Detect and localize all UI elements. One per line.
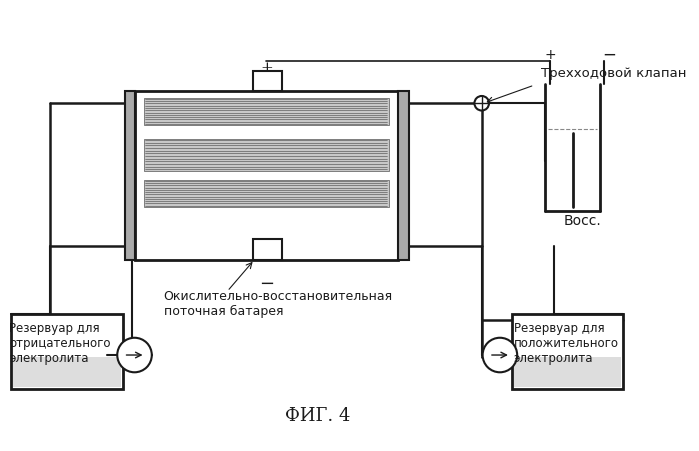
Bar — [252, 239, 282, 260]
Bar — [512, 314, 623, 389]
Text: −: − — [259, 275, 274, 293]
Bar — [134, 92, 398, 260]
Bar — [252, 70, 282, 92]
Text: Резервуар для
отрицательного
электролита: Резервуар для отрицательного электролита — [9, 322, 110, 365]
Circle shape — [117, 338, 152, 372]
Circle shape — [475, 96, 489, 110]
Bar — [398, 92, 409, 260]
Bar — [143, 98, 389, 125]
Text: ФИГ. 4: ФИГ. 4 — [284, 407, 350, 425]
Text: +: + — [544, 48, 556, 62]
Bar — [13, 357, 121, 387]
Bar — [143, 139, 389, 170]
Bar — [11, 314, 123, 389]
Text: +: + — [260, 61, 273, 75]
Bar — [125, 92, 134, 260]
Circle shape — [482, 338, 517, 372]
Text: Окислительно-восстановительная
поточная батарея: Окислительно-восстановительная поточная … — [164, 290, 393, 318]
Bar — [514, 357, 621, 387]
Text: Резервуар для
положительного
электролита: Резервуар для положительного электролита — [514, 322, 619, 365]
Text: Трехходовой клапан: Трехходовой клапан — [541, 67, 686, 80]
Bar — [143, 179, 389, 207]
Text: Восс.: Восс. — [563, 213, 601, 227]
Text: −: − — [602, 46, 616, 64]
